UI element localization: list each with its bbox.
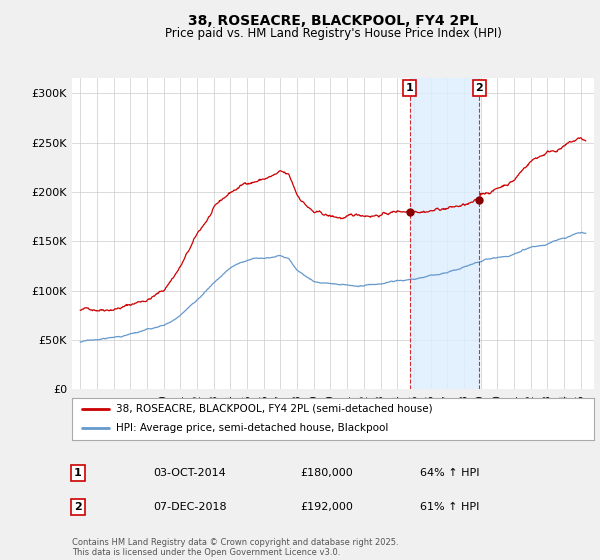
Text: 64% ↑ HPI: 64% ↑ HPI [420, 468, 479, 478]
Text: £192,000: £192,000 [300, 502, 353, 512]
Text: 2: 2 [74, 502, 82, 512]
Text: 07-DEC-2018: 07-DEC-2018 [153, 502, 227, 512]
Text: Contains HM Land Registry data © Crown copyright and database right 2025.
This d: Contains HM Land Registry data © Crown c… [72, 538, 398, 557]
Text: 03-OCT-2014: 03-OCT-2014 [153, 468, 226, 478]
Text: 2: 2 [475, 83, 483, 93]
Text: 38, ROSEACRE, BLACKPOOL, FY4 2PL (semi-detached house): 38, ROSEACRE, BLACKPOOL, FY4 2PL (semi-d… [116, 404, 433, 414]
Text: HPI: Average price, semi-detached house, Blackpool: HPI: Average price, semi-detached house,… [116, 423, 389, 433]
Text: £180,000: £180,000 [300, 468, 353, 478]
Bar [410, 78, 479, 389]
Text: 1: 1 [406, 83, 413, 93]
Text: 1: 1 [74, 468, 82, 478]
Text: 38, ROSEACRE, BLACKPOOL, FY4 2PL: 38, ROSEACRE, BLACKPOOL, FY4 2PL [188, 14, 478, 28]
Text: Price paid vs. HM Land Registry's House Price Index (HPI): Price paid vs. HM Land Registry's House … [164, 27, 502, 40]
Text: 61% ↑ HPI: 61% ↑ HPI [420, 502, 479, 512]
